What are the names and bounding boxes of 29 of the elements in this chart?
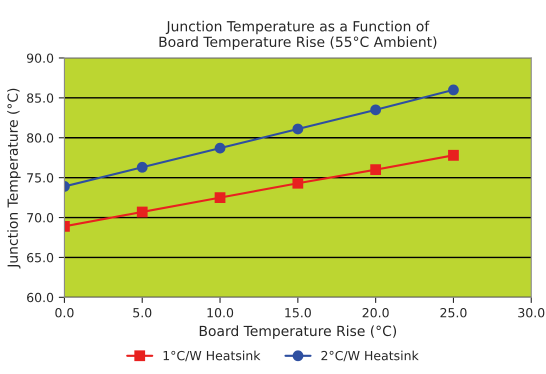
point <box>214 142 226 154</box>
x-tick-label: 10.0 <box>207 308 234 318</box>
point <box>292 178 304 189</box>
y-tick-label: 75.0 <box>27 173 54 183</box>
x-tick-label: 0.0 <box>55 308 74 318</box>
x-tick-label: 30.0 <box>518 308 544 318</box>
point <box>136 162 148 173</box>
legend-label: 2°C/W Heatsink <box>321 350 419 362</box>
y-tick-label: 70.0 <box>27 213 54 222</box>
point <box>214 192 226 203</box>
x-tick-label: 5.0 <box>133 308 152 318</box>
x-tick-label: 15.0 <box>285 308 311 318</box>
point <box>292 124 304 134</box>
y-tick-label: 65.0 <box>27 252 54 262</box>
x-tick-label: 25.0 <box>440 308 467 318</box>
x-tick-label: 20.0 <box>362 308 389 318</box>
point <box>448 84 459 96</box>
y-tick-label: 85.0 <box>27 93 54 103</box>
point <box>370 164 382 176</box>
x-axis-title: Board Temperature Rise (°C) <box>200 325 396 339</box>
y-tick-label: 80.0 <box>27 133 54 143</box>
y-tick-label: 90.0 <box>26 53 54 63</box>
chart-title: Junction Temperature as a Function of Board Temperature Rise (55°C Ambient) <box>160 20 436 50</box>
legend-label: 1°C/W Heatsink <box>164 350 260 362</box>
point <box>136 206 148 218</box>
point <box>448 150 459 161</box>
point <box>370 104 382 116</box>
y-tick-label: 60.0 <box>27 292 54 302</box>
y-axis-title: Junction Temperature (°C) <box>7 88 21 268</box>
